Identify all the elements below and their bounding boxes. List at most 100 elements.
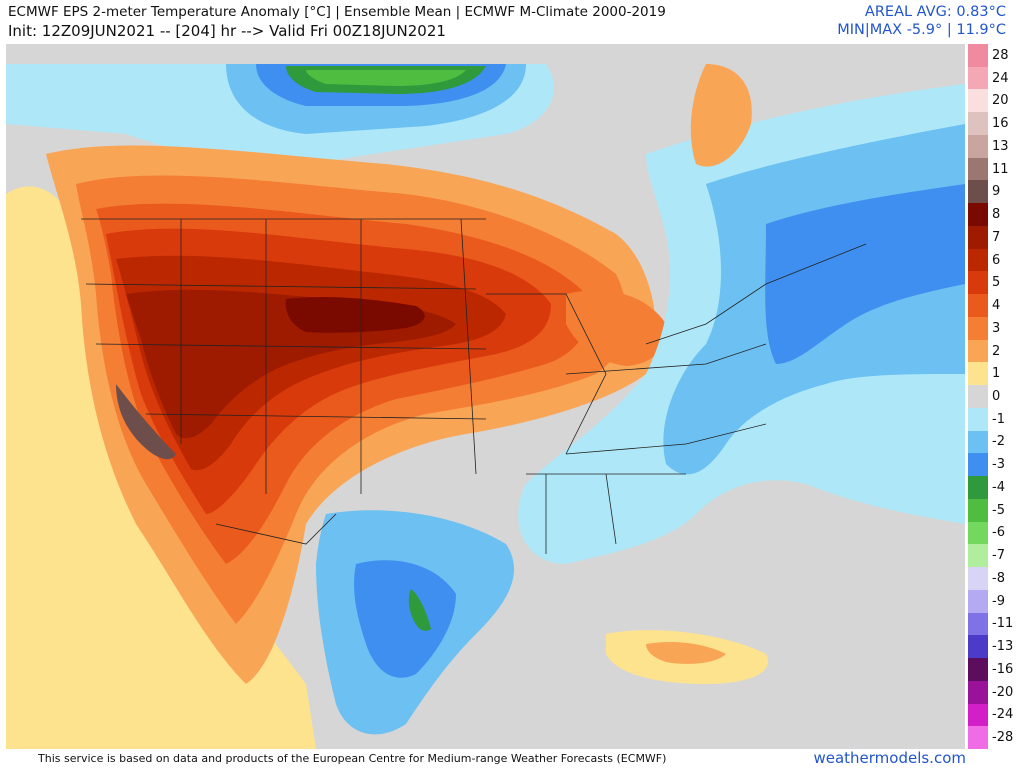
legend-label: -2 [992,434,1005,450]
legend-level: 8 [968,203,1014,226]
legend-label: -6 [992,525,1005,541]
legend-swatch [968,157,988,181]
legend-level: -13 [968,635,1014,659]
legend-swatch [968,430,988,454]
legend-level: 11 [968,157,1014,181]
legend-swatch [968,544,988,568]
legend-swatch [968,453,988,477]
map-title: ECMWF EPS 2-meter Temperature Anomaly [°… [8,4,666,20]
legend-swatch [968,180,988,204]
legend-swatch [968,567,988,590]
legend-level: -3 [968,453,1014,477]
legend-swatch [968,134,988,158]
legend-swatch [968,294,988,317]
legend-level: 28 [968,44,1014,67]
legend-swatch [968,635,988,659]
anomaly-region [126,564,216,749]
legend-level: 20 [968,89,1014,113]
legend-level: 9 [968,180,1014,204]
legend-level: 24 [968,66,1014,90]
legend-label: 20 [992,93,1009,109]
legend-level: -5 [968,498,1014,522]
legend-level: -16 [968,658,1014,681]
legend-level: -8 [968,567,1014,590]
legend-swatch [968,589,988,613]
legend-swatch [968,44,988,67]
areal-average: AREAL AVG: 0.83°C [864,4,1006,20]
legend-swatch [968,112,988,135]
legend-level: -4 [968,476,1014,499]
boundary-lines [81,218,867,554]
legend-label: 5 [992,275,1001,291]
legend-label: -16 [992,661,1014,677]
anomaly-region [116,384,176,460]
legend-level: -2 [968,430,1014,454]
legend-label: 13 [992,138,1009,154]
legend-label: -13 [992,639,1014,655]
legend-swatch [968,385,988,408]
legend-label: 0 [992,388,1001,404]
legend-level: -7 [968,544,1014,568]
legend-swatch [968,66,988,90]
legend-swatch [968,271,988,295]
legend-level: -20 [968,680,1014,704]
legend-level: -11 [968,612,1014,636]
anomaly-region [646,642,726,664]
legend-label: 1 [992,366,1001,382]
anomaly-region [285,296,425,333]
color-scale-legend: 28 24 20 16 13 11 9 8 7 6 5 4 3 2 1 0 -1 -2 -3 -4 -5 -6 -7 -8 -9… [968,44,1014,749]
legend-swatch [968,89,988,113]
legend-label: 6 [992,252,1001,268]
anomaly-region [354,560,456,678]
legend-label: -28 [992,730,1014,746]
legend-swatch [968,407,988,431]
legend-label: 7 [992,229,1001,245]
legend-label: 3 [992,320,1001,336]
anomaly-region [306,70,466,86]
anomaly-region [690,64,752,167]
legend-label: -3 [992,457,1005,473]
legend-label: -24 [992,707,1014,723]
legend-swatch [968,362,988,386]
legend-level: 3 [968,316,1014,340]
anomaly-region [765,184,965,364]
anomaly-region [408,589,431,631]
legend-label: -4 [992,479,1005,495]
legend-label: 24 [992,70,1009,86]
legend-label: 2 [992,343,1001,359]
init-valid-time: Init: 12Z09JUN2021 -- [204] hr --> Valid… [8,22,446,40]
temperature-anomaly-map [6,44,965,749]
legend-label: 11 [992,161,1009,177]
legend-swatch [968,680,988,704]
legend-label: 9 [992,184,1001,200]
legend-swatch [968,339,988,363]
legend-level: 16 [968,112,1014,135]
legend-label: -9 [992,593,1005,609]
legend-level: 1 [968,362,1014,386]
legend-swatch [968,726,988,749]
legend-label: -20 [992,684,1014,700]
legend-level: 6 [968,248,1014,272]
data-credit: This service is based on data and produc… [38,752,667,765]
legend-level: 5 [968,271,1014,295]
min-max-values: MIN|MAX -5.9° | 11.9°C [837,22,1006,38]
legend-level: -1 [968,407,1014,431]
legend-swatch [968,225,988,249]
legend-swatch [968,521,988,545]
legend-label: -5 [992,502,1005,518]
legend-level: -6 [968,521,1014,545]
anomaly-region [566,290,667,366]
legend-label: 4 [992,298,1001,314]
legend-swatch [968,476,988,499]
legend-label: -7 [992,548,1005,564]
legend-swatch [968,498,988,522]
legend-swatch [968,203,988,226]
site-link[interactable]: weathermodels.com [813,749,966,767]
legend-swatch [968,248,988,272]
legend-swatch [968,703,988,727]
legend-level: -24 [968,703,1014,727]
legend-swatch [968,658,988,681]
legend-label: 8 [992,207,1001,223]
legend-label: 28 [992,47,1009,63]
legend-level: 13 [968,134,1014,158]
